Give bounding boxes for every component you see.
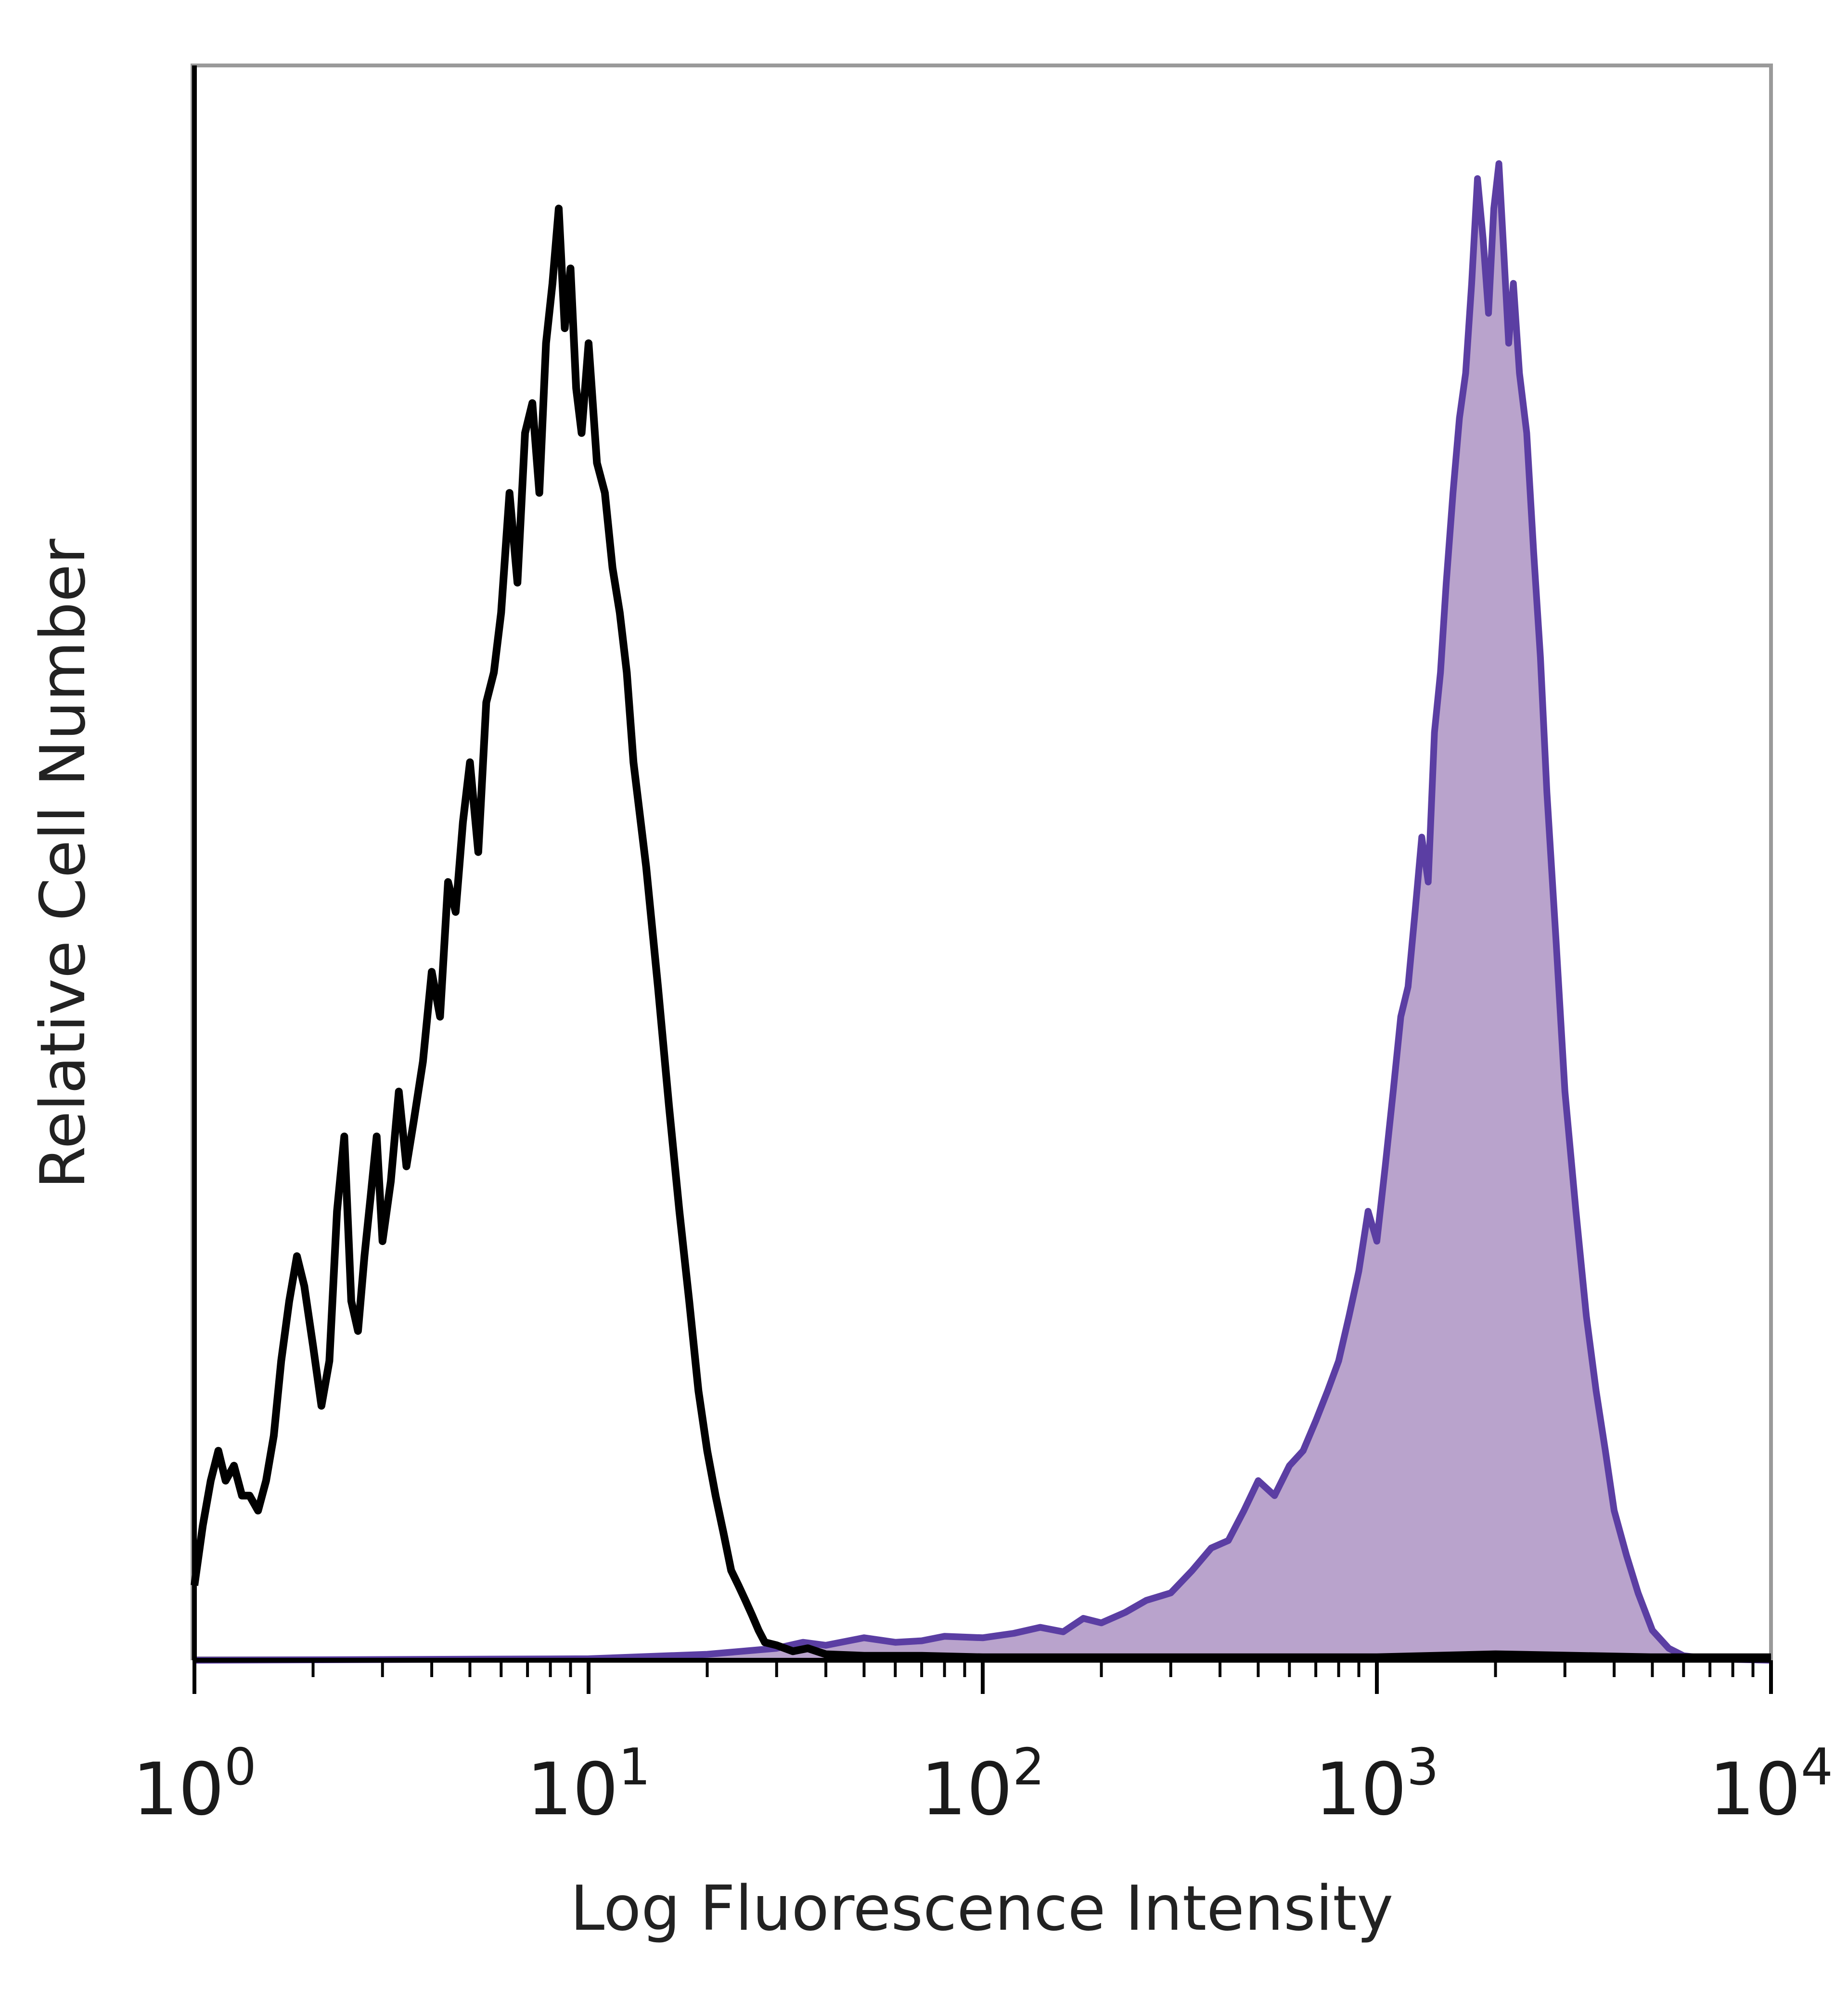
series-stained-area bbox=[194, 164, 1771, 1660]
x-tick-label: 104 bbox=[1709, 1738, 1833, 1832]
x-tick-label: 102 bbox=[921, 1738, 1045, 1832]
x-axis-label: Log Fluorescence Intensity bbox=[570, 1873, 1393, 1945]
x-tick-label: 100 bbox=[132, 1738, 257, 1832]
series-control-line bbox=[191, 205, 1771, 1661]
x-axis-ticks bbox=[192, 1660, 1773, 1694]
x-tick-label: 101 bbox=[526, 1738, 651, 1832]
x-tick-label: 103 bbox=[1315, 1738, 1439, 1832]
x-axis-tick-labels: 100 101 102 103 104 bbox=[132, 1738, 1833, 1832]
y-axis-label: Relative Cell Number bbox=[27, 538, 99, 1189]
series-layer bbox=[191, 160, 1771, 1664]
series-stained-line bbox=[194, 160, 1771, 1664]
